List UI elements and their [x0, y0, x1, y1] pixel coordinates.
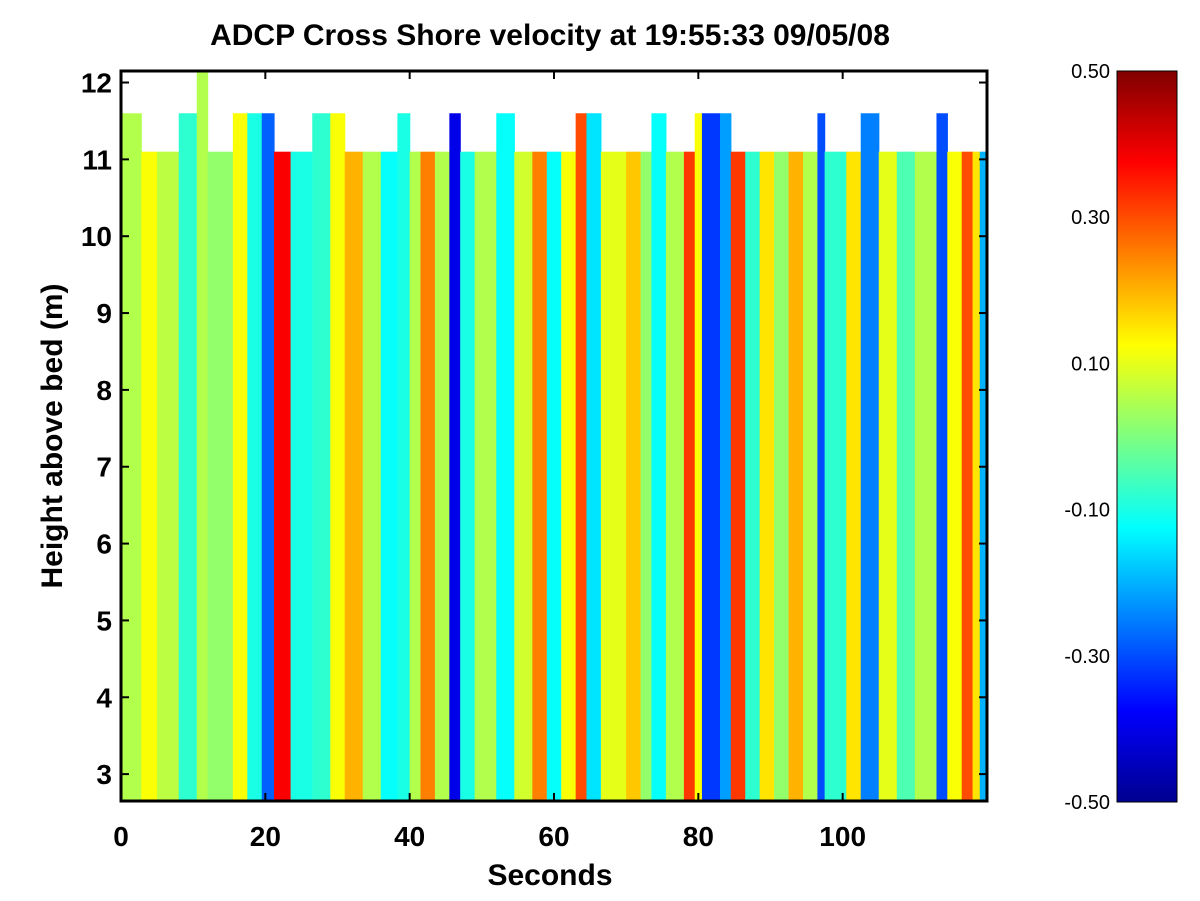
heatmap-column-24	[514, 151, 533, 801]
heatmap-column-4	[196, 71, 209, 801]
heatmap-column-38	[719, 113, 732, 801]
heatmap-column-0	[121, 113, 142, 801]
y-axis-ticks: 3 4 5 6 7 8 9 10 11 12	[81, 68, 987, 790]
colorbar-tick-label: 0.50	[1071, 61, 1110, 83]
heatmap-column-30	[600, 151, 627, 801]
heatmap-column-53	[947, 151, 963, 801]
colorbar-tick-label: 0.30	[1071, 207, 1110, 229]
y-tick-label: 8	[96, 375, 112, 406]
colorbar: 0.50 0.30 0.10 -0.10 -0.30 -0.50	[1064, 61, 1178, 814]
heatmap-column-21	[460, 151, 476, 801]
heatmap-column-32	[640, 151, 653, 801]
x-tick-label: 80	[683, 821, 714, 852]
heatmap-column-18	[420, 151, 436, 801]
chart-title: ADCP Cross Shore velocity at 19:55:33 09…	[210, 19, 890, 52]
heatmap-column-43	[788, 151, 804, 801]
heatmap-column-29	[586, 113, 602, 801]
heatmap-column-22	[474, 151, 497, 801]
heatmap-column-17	[409, 151, 422, 801]
heatmap-column-23	[496, 113, 515, 801]
heatmap-column-31	[626, 151, 642, 801]
heatmap-column-44	[802, 151, 819, 801]
x-tick-label: 0	[113, 821, 129, 852]
x-axis-label: Seconds	[487, 859, 612, 892]
x-tick-label: 60	[538, 821, 569, 852]
colorbar-tick-label: -0.10	[1064, 500, 1110, 522]
colorbar-ticks: 0.50 0.30 0.10 -0.10 -0.30 -0.50	[1064, 61, 1110, 814]
y-tick-label: 5	[96, 605, 112, 636]
heatmap-column-25	[532, 151, 548, 801]
y-tick-label: 10	[81, 221, 112, 252]
heatmap-column-15	[380, 151, 398, 801]
heatmap-column-12	[330, 113, 346, 801]
heatmap-column-19	[434, 151, 450, 801]
heatmap-column-48	[860, 113, 880, 801]
y-tick-label: 7	[96, 452, 112, 483]
x-tick-label: 20	[250, 821, 281, 852]
x-axis-ticks: 0 20 40 60 80 100	[113, 71, 866, 852]
heatmap-column-50	[896, 151, 916, 801]
y-tick-label: 12	[81, 68, 112, 99]
heatmap-column-45	[817, 113, 826, 801]
y-axis-label: Height above bed (m)	[36, 283, 69, 588]
plot-area	[121, 71, 987, 801]
x-tick-label: 40	[394, 821, 425, 852]
heatmap-column-13	[344, 151, 364, 801]
heatmap-column-9	[273, 151, 292, 801]
heatmap-column-36	[694, 113, 703, 801]
y-tick-label: 9	[96, 298, 112, 329]
y-tick-label: 11	[82, 144, 112, 175]
heatmap-column-10	[290, 151, 313, 801]
heatmap-column-33	[651, 113, 667, 801]
heatmap-column-35	[683, 151, 696, 801]
heatmap-column-16	[397, 113, 411, 801]
heatmap-column-54	[961, 151, 974, 801]
heatmap-column-11	[312, 113, 331, 801]
heatmap-column-39	[730, 151, 746, 801]
colorbar-tick-label: -0.30	[1064, 646, 1110, 668]
heatmap-column-52	[936, 113, 948, 801]
heatmap-column-6	[232, 113, 248, 801]
heatmap-column-40	[745, 151, 761, 801]
colorbar-tick-label: 0.10	[1071, 353, 1110, 375]
heatmap-column-7	[247, 113, 263, 801]
heatmap-column-20	[449, 113, 461, 801]
heatmap-column-49	[878, 151, 898, 801]
y-tick-label: 6	[96, 529, 112, 560]
heatmap-column-47	[846, 151, 862, 801]
x-tick-label: 100	[819, 821, 866, 852]
heatmap-column-37	[701, 113, 721, 801]
y-tick-label: 4	[96, 682, 112, 713]
heatmap-column-26	[546, 151, 562, 801]
heatmap-column-34	[665, 151, 685, 801]
heatmap-column-8	[261, 113, 275, 801]
heatmap-column-1	[141, 151, 158, 801]
heatmap-column-2	[157, 151, 180, 801]
heatmap-column-14	[362, 151, 382, 801]
colorbar-gradient	[1116, 70, 1178, 803]
colorbar-tick-label: -0.50	[1064, 792, 1110, 814]
heatmap-column-28	[575, 113, 588, 801]
heatmap-column-27	[561, 151, 577, 801]
heatmap-column-41	[759, 151, 775, 801]
heatmap-column-3	[178, 113, 198, 801]
heatmap-column-42	[774, 151, 790, 801]
heatmap-columns	[121, 71, 987, 801]
heatmap-column-5	[207, 151, 234, 801]
y-tick-label: 3	[96, 759, 112, 790]
heatmap-column-51	[914, 151, 938, 801]
heatmap-column-46	[824, 151, 847, 801]
heatmap-column-56	[979, 151, 987, 801]
heatmap-column-55	[972, 151, 981, 801]
